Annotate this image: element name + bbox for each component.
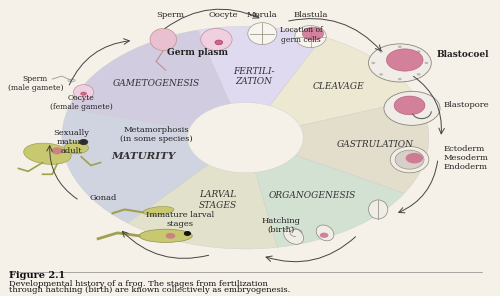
Text: Sexually
mature
adult: Sexually mature adult [54, 129, 90, 155]
Circle shape [386, 49, 423, 71]
Text: Sperm
(male gamete): Sperm (male gamete) [8, 75, 63, 92]
Text: Morula: Morula [247, 11, 278, 19]
Ellipse shape [390, 147, 429, 173]
Wedge shape [198, 26, 323, 106]
Text: Oocyte: Oocyte [209, 11, 238, 19]
Text: ORGANOGENESIS: ORGANOGENESIS [268, 191, 356, 200]
Circle shape [215, 40, 222, 45]
Circle shape [394, 96, 425, 115]
Text: Blastula: Blastula [294, 11, 328, 19]
Circle shape [52, 147, 63, 154]
Text: Location of
germ cells: Location of germ cells [280, 26, 322, 44]
Circle shape [372, 62, 376, 64]
Wedge shape [296, 99, 429, 193]
Wedge shape [270, 37, 418, 126]
Circle shape [302, 27, 324, 40]
Text: Hatching
(birth): Hatching (birth) [261, 217, 300, 234]
Text: GASTRULATION: GASTRULATION [336, 140, 413, 149]
Ellipse shape [200, 28, 232, 51]
Ellipse shape [24, 143, 71, 164]
Ellipse shape [295, 25, 326, 48]
Circle shape [379, 73, 383, 75]
Circle shape [80, 140, 88, 144]
Text: Immature larval
stages: Immature larval stages [146, 211, 214, 228]
Wedge shape [68, 30, 230, 128]
Circle shape [424, 62, 428, 64]
Circle shape [166, 233, 175, 239]
Ellipse shape [284, 227, 304, 244]
Ellipse shape [248, 22, 277, 45]
Text: Developmental history of a frog. The stages from fertilization: Developmental history of a frog. The sta… [9, 280, 268, 288]
Text: Oocyte
(female gamete): Oocyte (female gamete) [50, 94, 112, 111]
Text: Metamorphosis
(in some species): Metamorphosis (in some species) [120, 126, 192, 143]
Text: Sperm: Sperm [156, 11, 184, 19]
Text: Ectoderm: Ectoderm [444, 145, 484, 153]
Ellipse shape [150, 28, 176, 51]
Circle shape [320, 233, 328, 238]
Circle shape [398, 46, 402, 48]
Ellipse shape [68, 79, 75, 82]
Text: LARVAL
STAGES: LARVAL STAGES [199, 190, 237, 210]
Circle shape [368, 44, 432, 82]
Text: CLEAVAGE: CLEAVAGE [313, 82, 364, 91]
Text: MATURITY: MATURITY [112, 152, 176, 161]
Text: Blastocoel: Blastocoel [436, 50, 488, 59]
Circle shape [416, 73, 420, 75]
Text: Gonad: Gonad [89, 194, 117, 202]
Circle shape [379, 50, 383, 53]
Circle shape [416, 50, 420, 53]
Ellipse shape [143, 207, 174, 215]
Wedge shape [62, 109, 208, 223]
Text: FERTILI-
ZATION: FERTILI- ZATION [234, 67, 275, 86]
Ellipse shape [368, 200, 388, 219]
Text: Mesoderm: Mesoderm [444, 154, 488, 162]
Ellipse shape [74, 85, 94, 100]
Circle shape [384, 91, 440, 125]
Circle shape [398, 78, 402, 80]
Text: Endoderm: Endoderm [444, 163, 488, 171]
Ellipse shape [139, 229, 192, 242]
Ellipse shape [395, 150, 424, 169]
Text: Germ plasm: Germ plasm [166, 48, 228, 57]
Circle shape [406, 153, 423, 163]
Wedge shape [256, 155, 404, 247]
Ellipse shape [316, 225, 334, 241]
Circle shape [184, 232, 190, 235]
Circle shape [80, 92, 87, 96]
Text: Figure 2.1: Figure 2.1 [9, 271, 65, 280]
Text: Blastopore: Blastopore [444, 102, 489, 110]
Text: GAMETOGENESIS: GAMETOGENESIS [113, 79, 200, 88]
Wedge shape [128, 165, 277, 249]
Text: through hatching (birth) are known collectively as embryogenesis.: through hatching (birth) are known colle… [9, 286, 290, 294]
Ellipse shape [64, 142, 88, 154]
